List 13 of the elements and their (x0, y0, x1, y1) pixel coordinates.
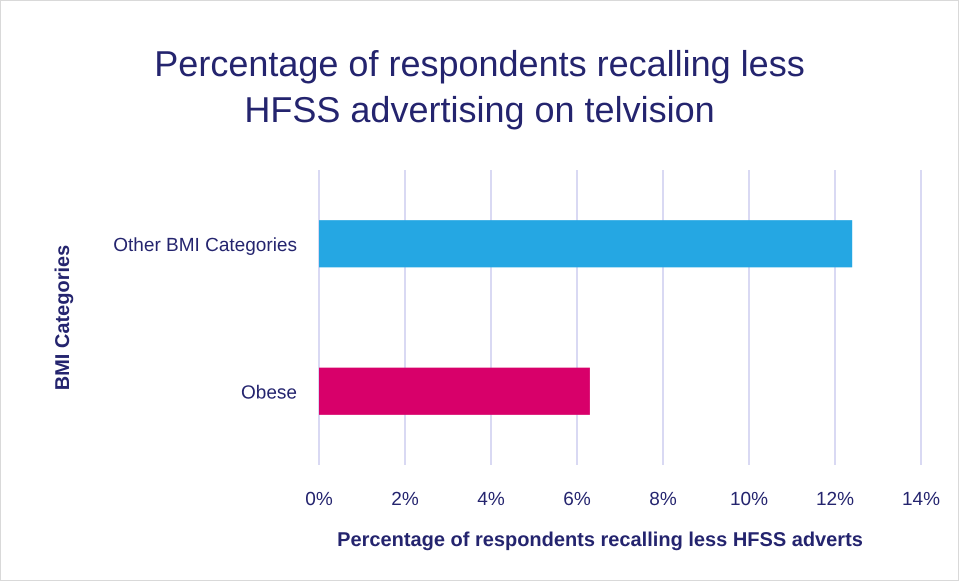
x-tick-label: 2% (391, 489, 419, 510)
x-tick-label: 6% (563, 489, 591, 510)
y-tick-label: Obese (241, 382, 297, 404)
y-axis-title: BMI Categories (52, 244, 74, 390)
x-tick-label: 4% (477, 489, 505, 510)
x-tick-label: 10% (730, 489, 768, 510)
y-tick-label: Other BMI Categories (113, 234, 297, 256)
x-tick-label: 0% (305, 489, 333, 510)
x-tick-label: 14% (902, 489, 940, 510)
x-axis-title: Percentage of respondents recalling less HFSS adverts (337, 529, 863, 551)
x-tick-label: 12% (816, 489, 854, 510)
chart-title: Percentage of respondents recalling less HFSS advertising on telvision (154, 43, 805, 130)
x-tick-label: 8% (649, 489, 677, 510)
